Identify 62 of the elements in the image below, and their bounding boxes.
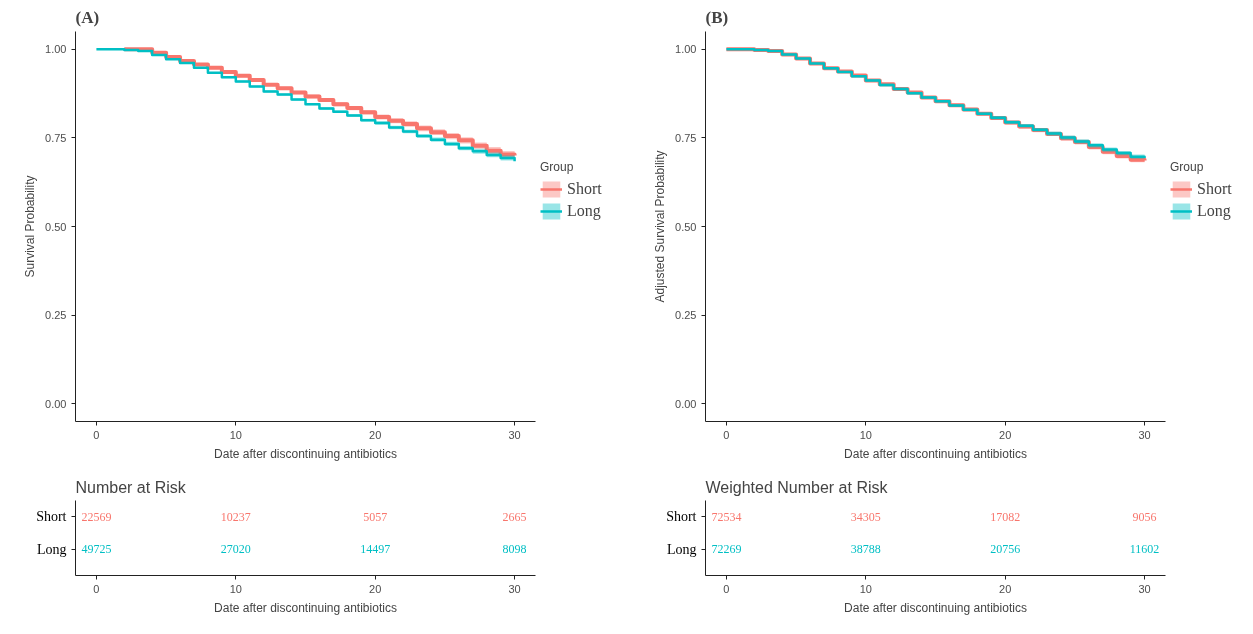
y-tick-label: Short xyxy=(36,509,67,525)
data-label: 2665 xyxy=(502,509,527,524)
data-label: 20756 xyxy=(990,542,1021,557)
y-tick-label: 0.00 xyxy=(675,397,697,410)
data-label: 14497 xyxy=(360,542,391,557)
data-label: 72534 xyxy=(711,509,742,524)
x-tick-label: 30 xyxy=(508,428,521,441)
y-tick-label: 1.00 xyxy=(675,43,697,56)
data-label: 8098 xyxy=(502,542,527,557)
data-label: 38788 xyxy=(850,542,881,557)
data-label: 11602 xyxy=(1129,542,1160,557)
data-label: 34305 xyxy=(850,509,881,524)
legend-title: Group xyxy=(1170,160,1205,174)
x-axis-title: Date after discontinuing antibiotics xyxy=(214,446,397,461)
data-label: 27020 xyxy=(220,542,251,557)
data-label: 22569 xyxy=(81,509,112,524)
data-label: 5057 xyxy=(363,509,388,524)
chart-title: (B) xyxy=(705,7,729,27)
x-axis-title: Date after discontinuing antibiotics xyxy=(844,446,1027,461)
legend-label: Long xyxy=(567,202,601,220)
x-tick-label: 20 xyxy=(999,428,1012,441)
x-tick-label: 10 xyxy=(859,582,872,595)
y-axis-title: Adjusted Survival Probability xyxy=(653,150,668,303)
y-tick-label: 0.75 xyxy=(45,131,67,144)
x-tick-label: 0 xyxy=(93,428,100,441)
data-label: 49725 xyxy=(81,542,112,557)
y-tick-label: 0.25 xyxy=(675,309,697,322)
x-tick-label: 10 xyxy=(859,428,872,441)
y-tick-label: Short xyxy=(666,509,697,525)
x-axis-title: Date after discontinuing antibiotics xyxy=(844,600,1027,615)
legend-label: Short xyxy=(567,180,602,198)
x-tick-label: 30 xyxy=(1138,582,1151,595)
x-tick-label: 20 xyxy=(369,582,382,595)
data-label: 9056 xyxy=(1132,509,1157,524)
y-tick-label: Long xyxy=(666,541,697,557)
chart-title: Weighted Number at Risk xyxy=(705,478,889,496)
data-label: 17082 xyxy=(990,509,1021,524)
x-tick-label: 0 xyxy=(723,582,730,595)
x-tick-label: 10 xyxy=(229,428,242,441)
y-tick-label: 1.00 xyxy=(45,43,67,56)
y-tick-label: 0.50 xyxy=(45,220,67,233)
chart-title: (A) xyxy=(75,7,100,27)
x-tick-label: 30 xyxy=(508,582,521,595)
y-axis-title: Survival Probability xyxy=(23,175,38,278)
x-tick-label: 10 xyxy=(229,582,242,595)
x-tick-label: 30 xyxy=(1138,428,1151,441)
y-tick-label: 0.25 xyxy=(45,309,67,322)
legend-title: Group xyxy=(540,160,575,174)
legend-label: Long xyxy=(1197,202,1231,220)
x-axis-title: Date after discontinuing antibiotics xyxy=(214,600,397,615)
chart-title: Number at Risk xyxy=(75,478,187,496)
data-label: 72269 xyxy=(711,542,742,557)
legend-label: Short xyxy=(1197,180,1232,198)
y-tick-label: 0.50 xyxy=(675,220,697,233)
y-tick-label: 0.75 xyxy=(675,131,697,144)
x-tick-label: 0 xyxy=(723,428,730,441)
x-tick-label: 20 xyxy=(369,428,382,441)
x-tick-label: 20 xyxy=(999,582,1012,595)
y-tick-label: Long xyxy=(36,541,67,557)
data-label: 10237 xyxy=(220,509,251,524)
y-tick-label: 0.00 xyxy=(45,397,67,410)
x-tick-label: 0 xyxy=(93,582,100,595)
